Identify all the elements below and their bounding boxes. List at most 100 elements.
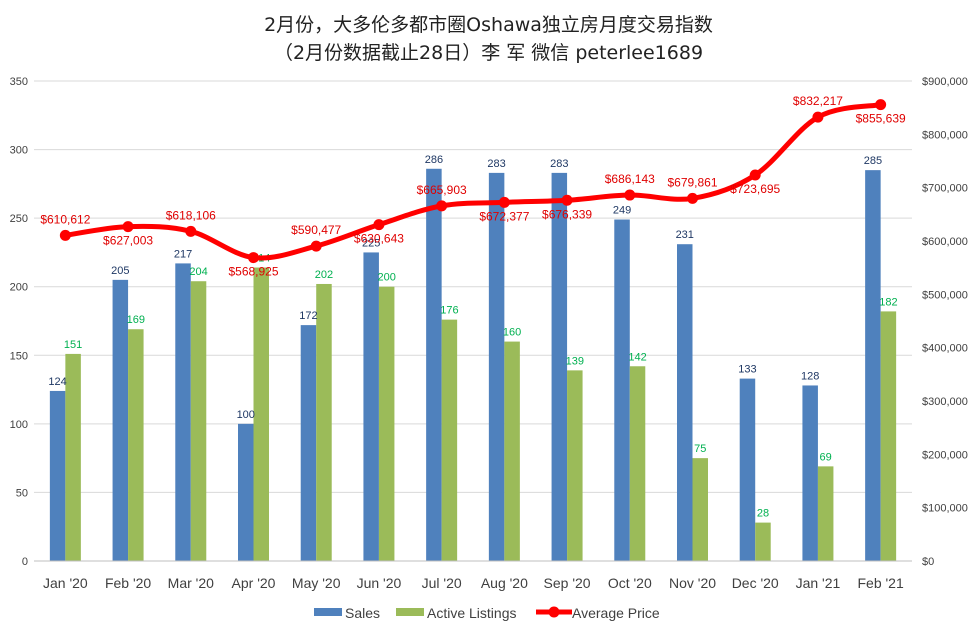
sales-bar	[865, 170, 881, 561]
x-tick-label: Feb '21	[858, 575, 904, 591]
x-axis: Jan '20 Feb '20 Mar '20 Apr '20 May '20 Jun '…	[34, 560, 912, 591]
left-tick-label: 150	[10, 350, 28, 362]
active-listings-bar	[441, 319, 458, 561]
active-listings-bar	[629, 366, 646, 561]
average-price-point	[875, 99, 887, 111]
sales-data-label: 231	[676, 229, 694, 241]
average-price-point	[185, 225, 197, 237]
average-price-data-label: $618,106	[166, 208, 216, 222]
average-price-point	[749, 169, 761, 181]
sales-data-label: 217	[174, 248, 192, 260]
average-price-data-label: $679,861	[667, 175, 717, 189]
average-price-point	[436, 200, 448, 212]
active-listings-legend-label: Active Listings	[427, 605, 516, 621]
active-listings-data-label: 202	[315, 269, 333, 281]
right-tick-label: $900,000	[922, 76, 968, 88]
active-listings-data-label: 75	[694, 443, 706, 455]
right-axis: $0 $100,000 $200,000 $300,000 $400,000 $500,0…	[922, 76, 968, 568]
average-price-legend-label: Average Price	[572, 605, 660, 621]
left-tick-label: 100	[10, 419, 28, 431]
active-listings-bar	[253, 267, 269, 561]
x-tick-label: Jan '20	[43, 575, 88, 591]
x-tick-label: Jul '20	[422, 575, 462, 591]
left-axis: 0 50 100 150 200 250 300 350	[10, 76, 28, 568]
sales-bar	[175, 263, 191, 561]
sales-bar	[112, 279, 129, 561]
right-tick-label: $700,000	[922, 183, 968, 195]
x-tick-label: Dec '20	[732, 575, 779, 591]
legend: Sales Active Listings Average Price	[314, 605, 660, 621]
sales-data-label: 249	[613, 205, 631, 217]
average-price-point	[561, 194, 573, 206]
sales-legend-label: Sales	[345, 605, 380, 621]
line-series	[59, 99, 887, 264]
sales-bar	[488, 172, 505, 561]
active-listings-bar	[190, 281, 207, 561]
sales-bar	[677, 244, 693, 561]
average-price-point	[498, 196, 510, 208]
average-price-point	[812, 111, 824, 123]
sales-data-label: 283	[550, 158, 568, 170]
sales-data-label: 133	[738, 364, 756, 376]
average-price-legend-marker	[548, 606, 560, 618]
active-listings-data-label: 28	[757, 508, 769, 520]
sales-bar	[802, 385, 818, 561]
sales-data-label: 128	[801, 370, 819, 382]
sales-data-label: 205	[111, 265, 129, 277]
active-listings-data-label: 169	[127, 314, 145, 326]
average-price-point	[373, 219, 385, 231]
x-tick-label: May '20	[292, 575, 341, 591]
average-price-data-label: $610,612	[40, 212, 90, 226]
left-tick-label: 350	[10, 76, 28, 88]
active-listings-data-label: 139	[566, 355, 584, 367]
average-price-data-label: $590,477	[291, 223, 341, 237]
right-tick-label: $200,000	[922, 449, 968, 461]
average-price-data-label: $627,003	[103, 234, 153, 248]
active-listings-data-label: 182	[879, 296, 897, 308]
right-tick-label: $100,000	[922, 503, 968, 515]
left-tick-label: 50	[16, 487, 28, 499]
left-tick-label: 0	[22, 556, 28, 568]
chart-subtitle: （2月份数据截止28日）李 军 微信 peterlee1689	[273, 42, 704, 64]
right-tick-label: $600,000	[922, 236, 968, 248]
active-listings-bar	[128, 329, 144, 561]
average-price-data-label: $568,925	[228, 265, 278, 279]
average-price-point	[59, 229, 71, 241]
x-tick-label: Jun '20	[357, 575, 402, 591]
active-listings-bar	[65, 353, 81, 561]
average-price-data-label: $665,903	[417, 183, 467, 197]
left-tick-label: 250	[10, 213, 28, 225]
active-listings-bar	[504, 341, 520, 561]
average-price-data-label: $676,339	[542, 207, 592, 221]
average-price-data-label: $672,377	[479, 209, 529, 223]
active-listings-bar	[692, 458, 708, 561]
active-listings-data-label: 176	[440, 305, 458, 317]
x-tick-label: Feb '20	[105, 575, 151, 591]
average-price-data-label: $630,643	[354, 232, 404, 246]
average-price-data-label: $723,695	[730, 182, 780, 196]
sales-bar	[551, 172, 568, 561]
active-listings-bar	[567, 370, 583, 561]
sales-data-label: 124	[48, 376, 66, 388]
left-tick-label: 200	[10, 282, 28, 294]
sales-bar	[426, 168, 442, 561]
average-price-data-label: $832,217	[793, 94, 843, 108]
sales-bar	[739, 378, 756, 561]
average-price-point	[122, 221, 134, 233]
sales-data-label: 225	[362, 237, 380, 249]
average-price-data-label: $855,639	[856, 112, 906, 126]
sales-data-label: 100	[237, 409, 255, 421]
active-listings-data-label: 200	[377, 272, 395, 284]
average-price-point	[248, 252, 259, 264]
bar-series	[49, 168, 897, 561]
x-tick-label: Jan '21	[796, 575, 841, 591]
active-listings-bar	[378, 286, 395, 561]
sales-bar	[238, 423, 254, 561]
x-tick-label: Oct '20	[608, 575, 652, 591]
x-tick-label: Nov '20	[669, 575, 716, 591]
active-listings-bar	[817, 466, 834, 561]
line-data-labels: $610,612 $627,003 $618,106 $568,925 $590,477…	[40, 94, 906, 278]
active-listings-data-label: 151	[64, 339, 82, 351]
sales-data-label: 286	[425, 154, 443, 166]
